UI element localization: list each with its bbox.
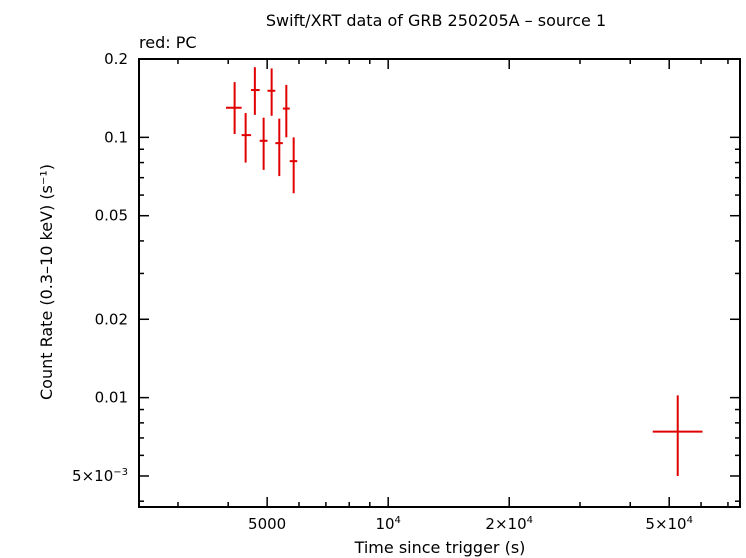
x-tick-labels: 5000 104 2×104 5×104 — [248, 515, 693, 533]
data-point — [251, 67, 260, 115]
y-tick-label: 0.01 — [95, 389, 128, 407]
x-axis-label: Time since trigger (s) — [354, 538, 526, 557]
x-tick-label: 5×104 — [645, 515, 693, 533]
data-point — [289, 137, 298, 194]
y-tick-label: 5×10−3 — [72, 467, 128, 485]
x-tick-label: 2×104 — [485, 515, 533, 533]
data-point — [282, 84, 290, 138]
x-tick-label: 104 — [375, 515, 400, 533]
data-point — [652, 395, 703, 476]
chart-subtitle: red: PC — [139, 33, 197, 52]
data-point — [241, 113, 252, 163]
data-point — [275, 118, 283, 177]
y-tick-label: 0.02 — [95, 310, 128, 328]
y-tick-label: 0.1 — [104, 128, 128, 146]
x-tick-label: 5000 — [248, 515, 286, 533]
axis-ticks — [139, 58, 740, 507]
data-points — [225, 67, 703, 476]
y-tick-labels: 0.2 0.1 0.05 0.02 0.01 5×10−3 — [72, 50, 128, 485]
plot-frame — [138, 58, 741, 508]
y-tick-label: 0.2 — [104, 50, 128, 68]
data-point — [225, 82, 242, 135]
y-tick-label: 0.05 — [95, 207, 128, 225]
data-point — [259, 117, 268, 170]
chart-title: Swift/XRT data of GRB 250205A – source 1 — [266, 11, 606, 30]
data-point — [267, 68, 276, 116]
y-axis-label: Count Rate (0.3–10 keV) (s⁻¹) — [37, 164, 56, 400]
